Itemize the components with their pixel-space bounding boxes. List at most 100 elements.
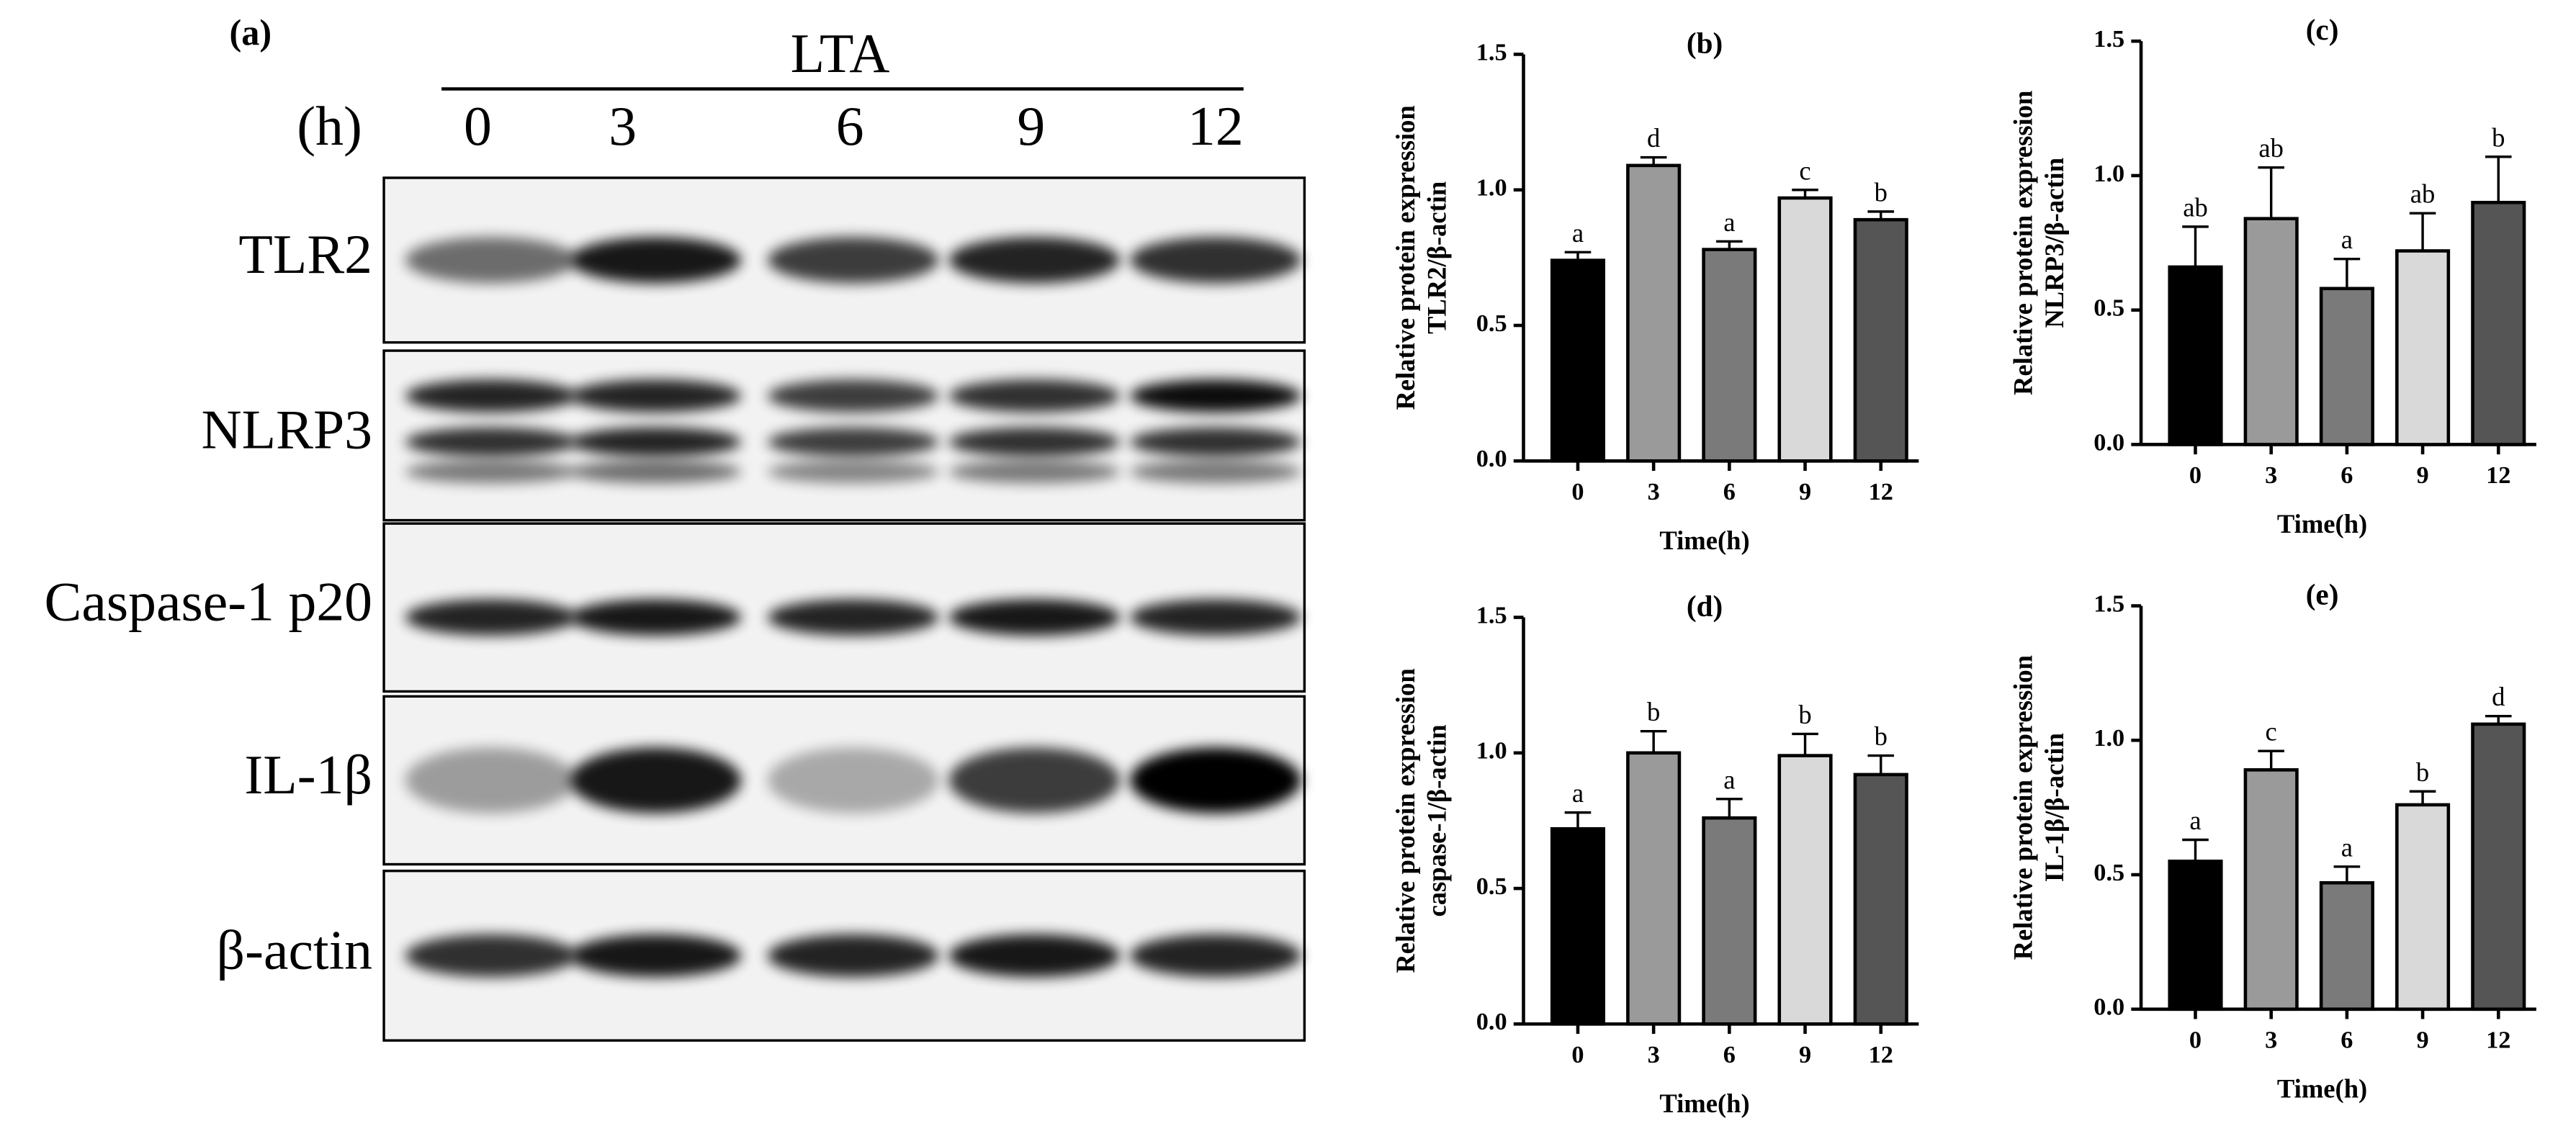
blot-band bbox=[948, 427, 1121, 457]
x-tick-label: 0 bbox=[2189, 461, 2202, 489]
significance-label: b bbox=[2416, 757, 2429, 787]
significance-label: b bbox=[1875, 177, 1888, 207]
blot-band bbox=[767, 379, 939, 413]
significance-label: a bbox=[1572, 218, 1584, 248]
bar bbox=[2395, 249, 2451, 446]
protein-label: TLR2 bbox=[238, 223, 372, 285]
blot-band bbox=[570, 379, 742, 413]
time-tick: 12 bbox=[1188, 95, 1244, 157]
time-tick: 9 bbox=[1017, 95, 1045, 157]
bar bbox=[1777, 196, 1833, 463]
time-label: (h) bbox=[297, 95, 362, 157]
x-axis-label: Time(h) bbox=[1659, 1089, 1749, 1118]
protein-label: Caspase-1 p20 bbox=[45, 571, 373, 633]
y-axis-label: Relative protein expression bbox=[2008, 655, 2037, 960]
western-blot: (a) LTA (h) 0 3 6 9 12 TLR2 NLRP3 Caspase-1 p20 IL-… bbox=[45, 12, 1306, 1042]
significance-label: ab bbox=[2410, 179, 2436, 209]
blot-band bbox=[405, 427, 577, 457]
bar bbox=[1777, 754, 1833, 1026]
bar bbox=[2168, 860, 2223, 1011]
y-tick-label: 1.0 bbox=[1476, 174, 1507, 202]
x-tick-label: 0 bbox=[1571, 1041, 1584, 1068]
x-tick-label: 0 bbox=[2189, 1026, 2202, 1053]
y-axis-label: Relative protein expression bbox=[1391, 668, 1420, 973]
bar bbox=[2243, 768, 2299, 1011]
x-tick-label: 3 bbox=[2265, 461, 2277, 489]
x-tick-label: 3 bbox=[2265, 1026, 2277, 1053]
blot-band bbox=[570, 237, 742, 284]
blot-band bbox=[767, 427, 939, 457]
blot-band bbox=[767, 460, 939, 484]
blot-band bbox=[1129, 460, 1301, 484]
blot-band bbox=[948, 237, 1121, 284]
blot-band bbox=[948, 599, 1121, 636]
x-tick-label: 6 bbox=[2341, 1026, 2353, 1053]
y-tick-label: 1.0 bbox=[2093, 160, 2124, 187]
significance-label: c bbox=[2266, 717, 2277, 747]
x-tick-label: 12 bbox=[1869, 478, 1893, 505]
bar bbox=[2471, 200, 2526, 446]
x-tick-label: 9 bbox=[1799, 1041, 1811, 1068]
x-tick-label: 6 bbox=[2341, 461, 2353, 489]
y-tick-label: 1.5 bbox=[2093, 25, 2124, 53]
significance-label: a bbox=[2341, 225, 2353, 254]
significance-label: a bbox=[2189, 806, 2201, 835]
blot-band bbox=[405, 599, 577, 636]
significance-label: b bbox=[1798, 700, 1811, 729]
blot-band bbox=[1129, 427, 1301, 457]
y-tick-label: 1.5 bbox=[1476, 38, 1507, 66]
x-axis-label: Time(h) bbox=[2277, 509, 2367, 539]
significance-label: a bbox=[1723, 765, 1735, 794]
y-tick-label: 1.5 bbox=[2093, 590, 2124, 617]
blot-band bbox=[405, 460, 577, 484]
bar bbox=[1626, 751, 1682, 1026]
y-tick-label: 1.5 bbox=[1476, 601, 1507, 628]
bar bbox=[2395, 803, 2451, 1011]
blot-band bbox=[405, 379, 577, 413]
blot-band bbox=[948, 934, 1121, 978]
y-tick-label: 0.5 bbox=[1476, 310, 1507, 337]
blot-band bbox=[1129, 747, 1301, 814]
y-axis-label: Relative protein expression bbox=[2008, 91, 2037, 395]
y-tick-label: 0.0 bbox=[1476, 445, 1507, 472]
treatment-label: LTA bbox=[791, 22, 890, 84]
significance-label: b bbox=[1647, 697, 1660, 726]
y-tick-label: 0.0 bbox=[1476, 1008, 1507, 1035]
y-axis-label: Relative protein expression bbox=[1391, 105, 1420, 410]
bar bbox=[1550, 258, 1606, 463]
blot-band bbox=[405, 747, 577, 814]
x-tick-label: 12 bbox=[2486, 461, 2510, 489]
chart-title: (e) bbox=[2306, 578, 2339, 612]
y-tick-label: 0.0 bbox=[2093, 993, 2124, 1021]
blot-band bbox=[1129, 934, 1301, 978]
y-tick-label: 1.0 bbox=[2093, 724, 2124, 752]
bar bbox=[2243, 217, 2299, 446]
y-tick-label: 0.0 bbox=[2093, 428, 2124, 456]
panel-label: (a) bbox=[230, 12, 272, 53]
y-tick-label: 0.5 bbox=[2093, 859, 2124, 886]
blot-band bbox=[405, 934, 577, 978]
blot-band bbox=[1129, 379, 1301, 413]
blot-band bbox=[1129, 237, 1301, 284]
x-axis-label: Time(h) bbox=[1659, 526, 1749, 555]
x-tick-label: 12 bbox=[1869, 1041, 1893, 1068]
blot-band bbox=[570, 747, 742, 814]
x-tick-label: 9 bbox=[2416, 461, 2428, 489]
x-tick-label: 0 bbox=[1571, 478, 1584, 505]
x-tick-label: 12 bbox=[2486, 1026, 2510, 1053]
bar bbox=[2319, 287, 2374, 446]
significance-label: a bbox=[2341, 832, 2353, 862]
significance-label: ab bbox=[2183, 192, 2208, 222]
blot-band bbox=[570, 460, 742, 484]
bar bbox=[1702, 816, 1757, 1026]
significance-label: ab bbox=[2258, 133, 2284, 163]
blot-band bbox=[1129, 599, 1301, 636]
chart-title: (b) bbox=[1687, 26, 1723, 60]
bar bbox=[1626, 163, 1682, 463]
blot-band bbox=[948, 379, 1121, 413]
significance-label: b bbox=[1875, 721, 1888, 751]
significance-label: c bbox=[1799, 156, 1810, 185]
y-tick-label: 0.5 bbox=[1476, 873, 1507, 900]
x-tick-label: 3 bbox=[1648, 1041, 1660, 1068]
